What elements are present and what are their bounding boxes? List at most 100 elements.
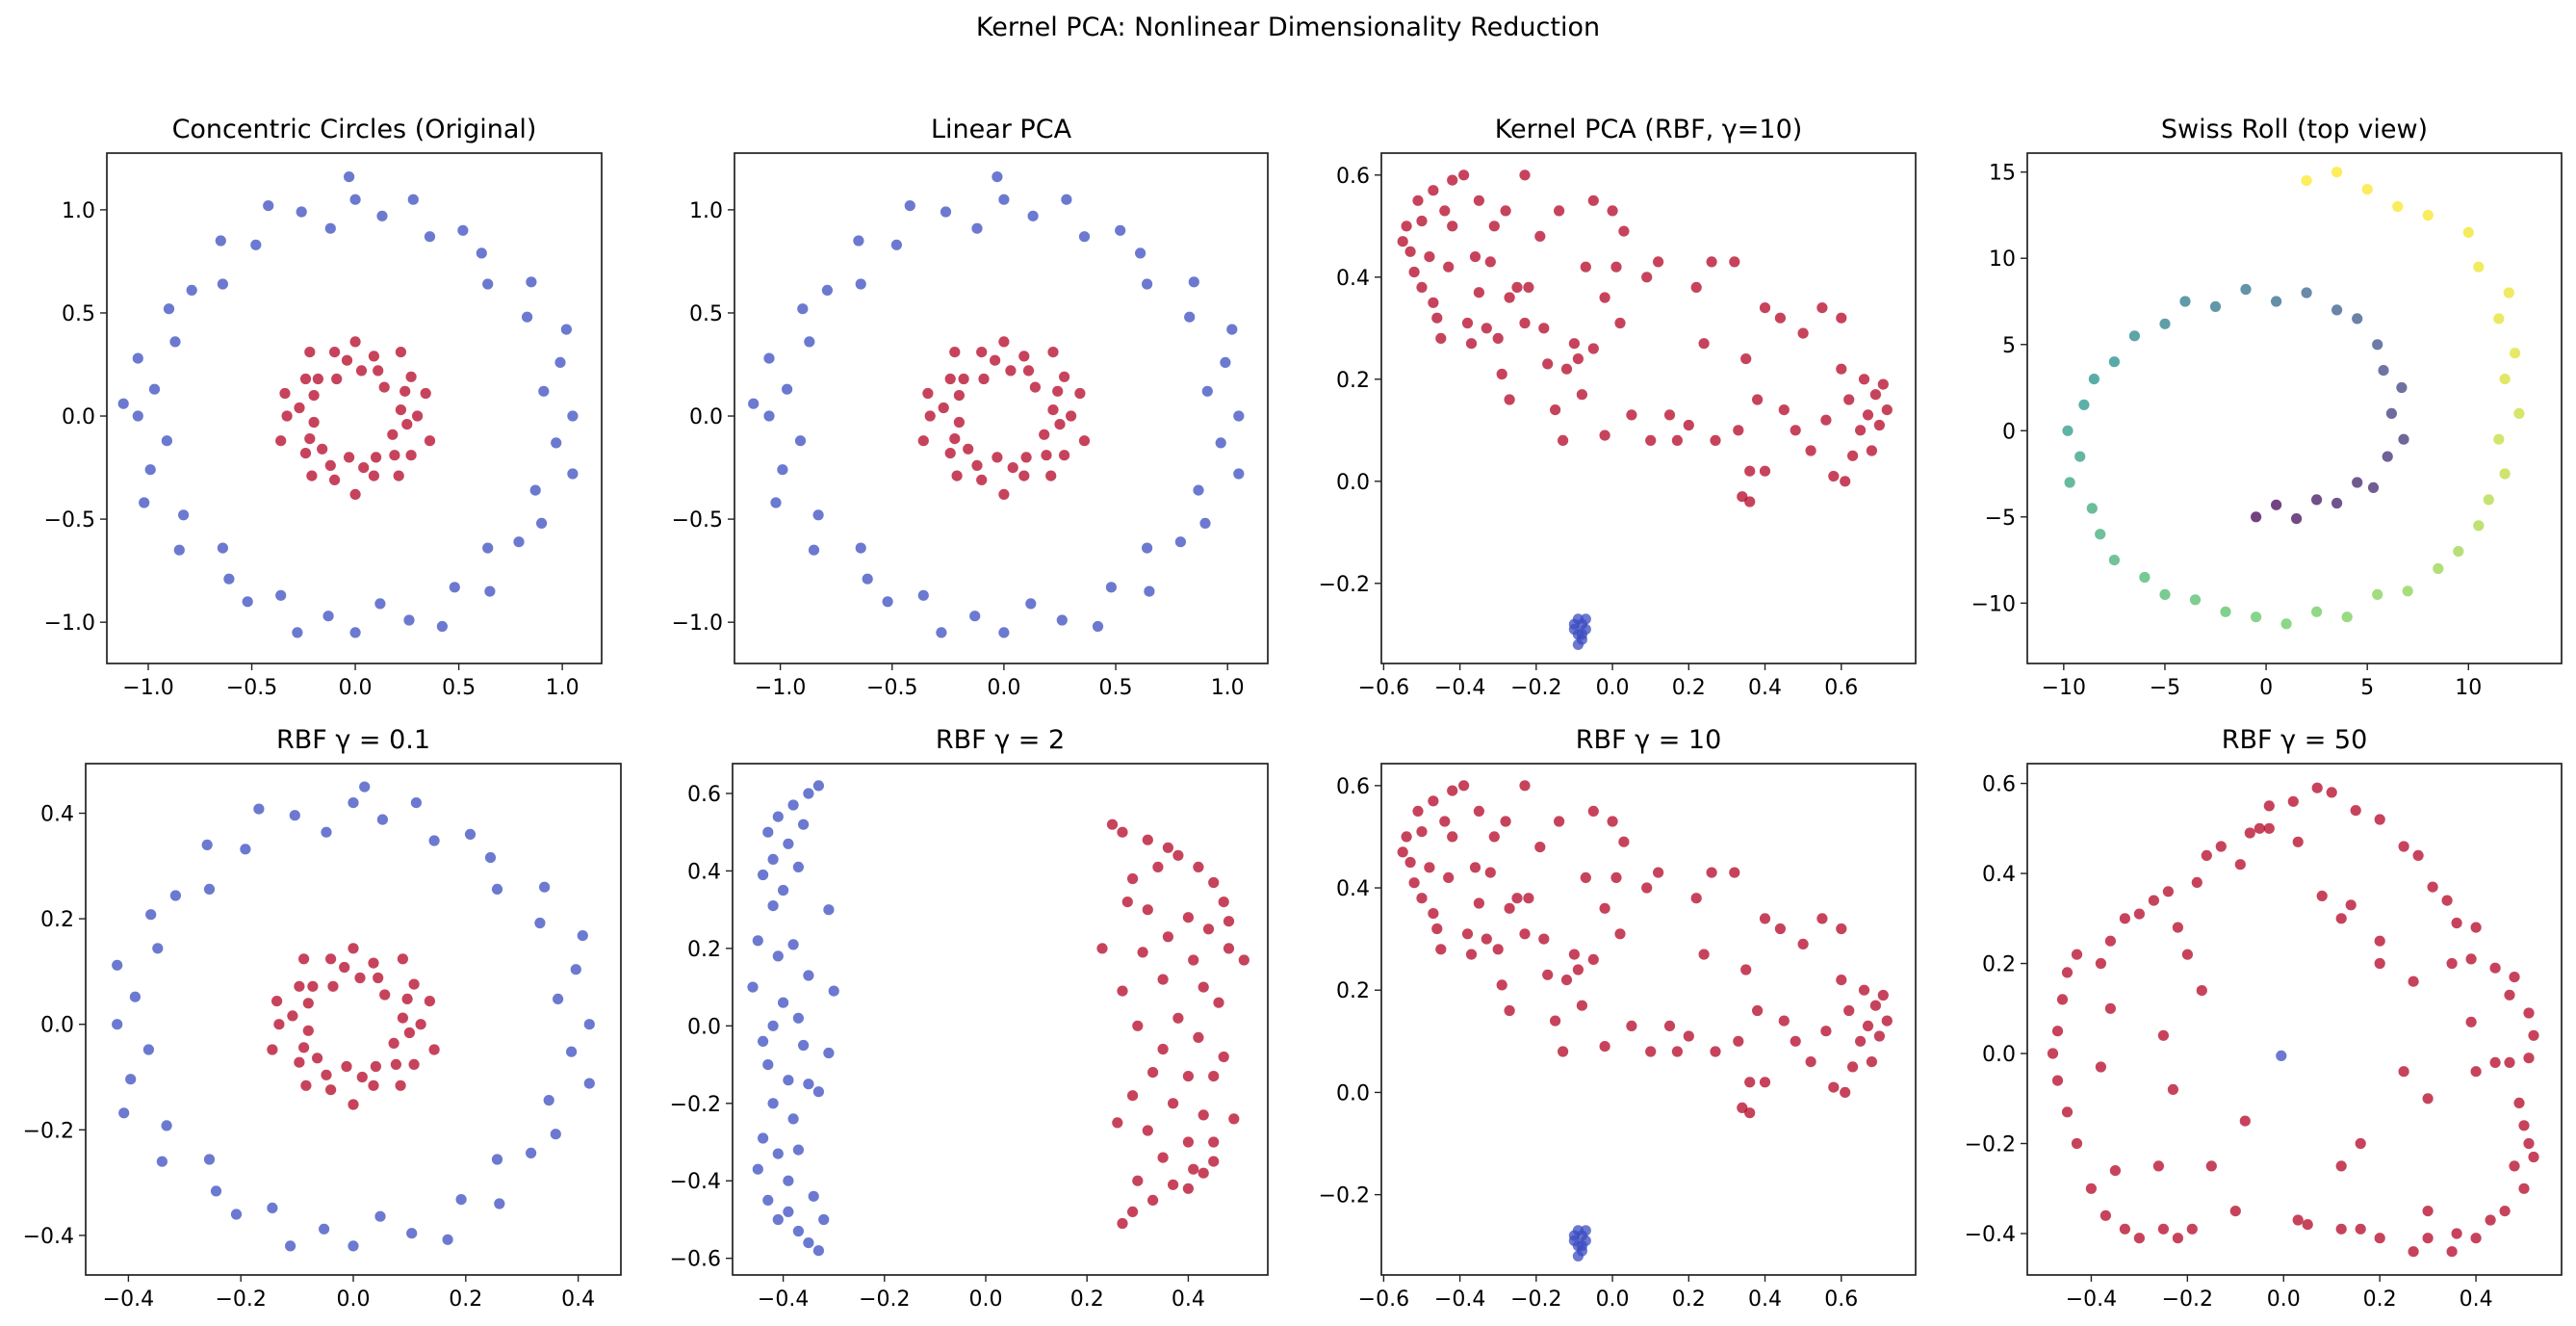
data-point <box>567 468 579 480</box>
x-tick-label: 0.0 <box>969 1287 1003 1312</box>
data-point <box>767 853 779 866</box>
data-point <box>2074 451 2086 462</box>
data-point <box>1580 261 1591 273</box>
data-point <box>823 904 835 916</box>
data-point <box>1041 450 1052 461</box>
data-point <box>387 429 399 440</box>
axes-frame <box>85 763 622 1276</box>
data-point <box>763 352 775 364</box>
data-point <box>2119 1223 2130 1235</box>
data-point <box>1199 517 1211 530</box>
data-point <box>2316 890 2328 902</box>
data-point <box>484 851 497 864</box>
data-point <box>1428 795 1439 807</box>
data-point <box>794 435 807 447</box>
axes-frame <box>2026 763 2563 1276</box>
data-point <box>2451 917 2462 929</box>
y-tick-label: 0.4 <box>40 803 74 827</box>
y-tick-label: −0.6 <box>670 1248 721 1272</box>
y-tick-label: −0.5 <box>672 508 723 533</box>
data-point <box>1504 394 1515 405</box>
data-point <box>1805 445 1816 456</box>
data-point <box>1683 1030 1694 1042</box>
data-point <box>1198 1109 1209 1121</box>
data-point <box>1737 491 1748 503</box>
data-point <box>1488 221 1500 232</box>
data-point <box>2244 827 2255 839</box>
data-point <box>1587 805 1599 818</box>
data-point <box>526 1147 537 1158</box>
data-point <box>329 347 341 358</box>
data-point <box>1653 256 1664 268</box>
data-point <box>2095 957 2106 970</box>
data-point <box>1142 834 1153 845</box>
data-point <box>1465 949 1478 960</box>
data-point <box>341 1060 352 1073</box>
data-point <box>302 998 314 1009</box>
data-point <box>1408 877 1420 889</box>
data-point <box>1504 1004 1515 1017</box>
data-point <box>395 347 406 358</box>
y-tick-label: −0.2 <box>1319 1184 1370 1209</box>
data-point <box>1572 1250 1584 1261</box>
x-tick-label: 0.0 <box>339 676 373 700</box>
data-point <box>853 235 864 247</box>
x-tick-label: 5 <box>2360 676 2374 700</box>
data-point <box>2311 494 2323 506</box>
data-point <box>797 303 809 315</box>
data-point <box>1858 374 1870 385</box>
data-point <box>1157 1152 1169 1163</box>
data-point <box>1554 816 1565 827</box>
data-point <box>992 452 1003 463</box>
data-point <box>1790 425 1801 436</box>
data-point <box>1820 414 1832 426</box>
y-tick-label: −1.0 <box>672 611 723 636</box>
x-tick-label: 0.2 <box>1070 1287 1104 1312</box>
data-point <box>803 970 814 981</box>
data-point <box>2157 1223 2169 1235</box>
y-tick-label: 0.4 <box>1336 267 1370 291</box>
data-point <box>389 450 400 461</box>
y-tick-label: 0 <box>2002 420 2016 444</box>
data-point <box>1690 281 1702 293</box>
subplot-title: Swiss Roll (top view) <box>2161 115 2428 144</box>
data-point <box>1568 618 1580 630</box>
data-point <box>1208 1071 1220 1082</box>
data-point <box>1484 867 1496 878</box>
data-point <box>778 997 789 1008</box>
data-point <box>2509 1160 2520 1172</box>
data-point <box>782 383 793 395</box>
data-point <box>355 365 368 377</box>
data-point <box>862 573 873 585</box>
data-point <box>2181 949 2193 960</box>
data-point <box>583 1019 595 1030</box>
data-point <box>112 959 123 971</box>
data-point <box>1558 434 1569 446</box>
data-point <box>294 402 305 414</box>
data-point <box>998 488 1010 500</box>
data-point <box>823 1047 835 1059</box>
data-point <box>1778 1015 1790 1027</box>
data-point <box>1223 916 1235 927</box>
data-point <box>1404 246 1416 257</box>
data-point <box>129 991 141 1002</box>
data-point <box>1847 1061 1859 1073</box>
data-point <box>526 276 537 288</box>
data-point <box>1193 861 1204 873</box>
subplot-2: Linear PCA −1.0 −0.5 0.0 0.5 1.0 −1.0 −0.5 0.0 0.… <box>672 115 1269 700</box>
data-point <box>1641 882 1653 894</box>
data-point <box>370 1060 381 1073</box>
data-point <box>1663 1020 1676 1031</box>
data-point <box>356 1071 368 1083</box>
y-tick-label: 0.2 <box>687 938 721 962</box>
data-point <box>324 222 336 234</box>
data-point <box>2239 1115 2251 1127</box>
data-point <box>917 435 929 447</box>
data-point <box>215 235 226 247</box>
data-point <box>1877 989 1889 1001</box>
data-point <box>2271 296 2282 307</box>
data-point <box>1576 1000 1587 1011</box>
data-point <box>821 284 834 296</box>
data-point <box>2209 300 2222 312</box>
y-tick-label: 0.2 <box>1336 369 1370 393</box>
